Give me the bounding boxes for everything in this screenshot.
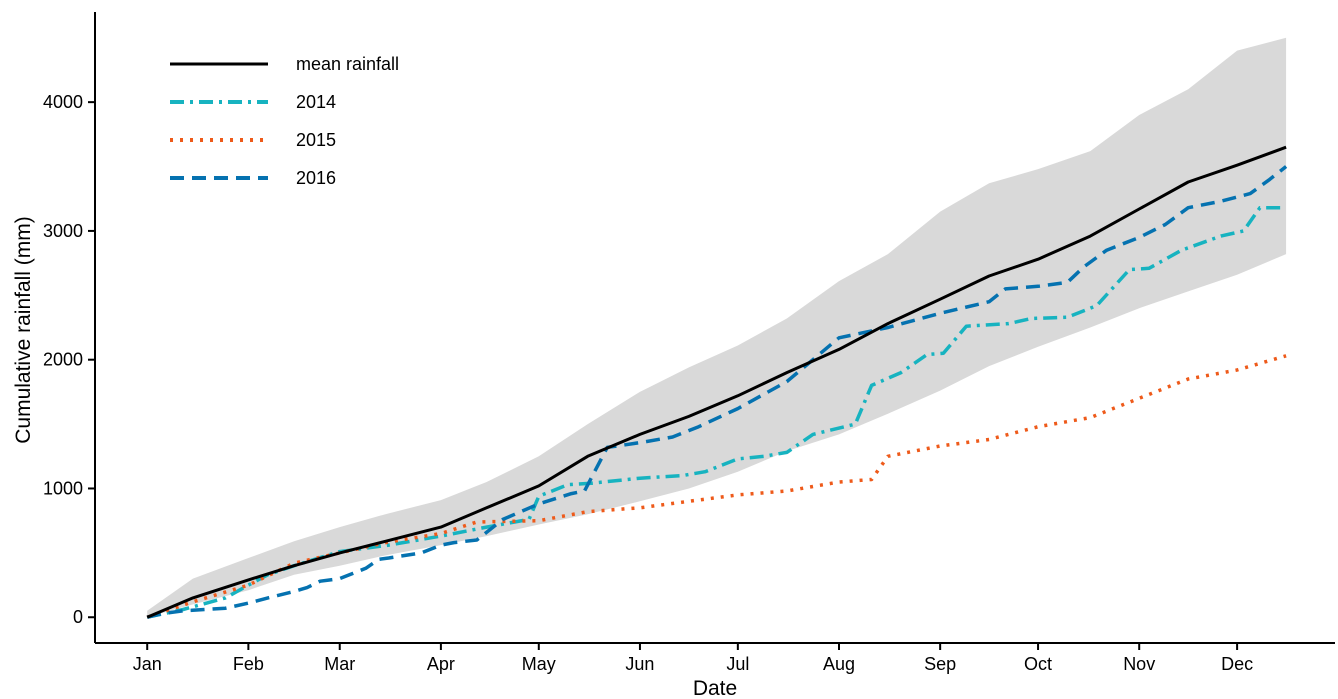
range-ribbon bbox=[147, 37, 1287, 618]
legend-label: 2015 bbox=[296, 130, 336, 150]
x-tick-label: Sep bbox=[924, 654, 956, 674]
legend-label: 2014 bbox=[296, 92, 336, 112]
y-axis: 0 1000 2000 3000 4000 bbox=[43, 12, 96, 643]
x-tick-label: Jan bbox=[133, 654, 162, 674]
x-tick-label: Oct bbox=[1024, 654, 1052, 674]
x-tick-label: May bbox=[522, 654, 556, 674]
x-tick-label: Jul bbox=[726, 654, 749, 674]
x-tick-label: Aug bbox=[823, 654, 855, 674]
x-tick-label: Jun bbox=[625, 654, 654, 674]
y-tick-label: 0 bbox=[73, 607, 83, 627]
x-axis: Jan Feb Mar Apr May Jun Jul Aug Sep Oct Nov Dec bbox=[95, 642, 1335, 674]
plot-area bbox=[146, 37, 1288, 619]
legend: mean rainfall 2014 2015 2016 bbox=[170, 54, 399, 188]
legend-label: mean rainfall bbox=[296, 54, 399, 74]
y-tick-label: 4000 bbox=[43, 92, 83, 112]
x-axis-title: Date bbox=[693, 677, 737, 699]
x-tick-label: Nov bbox=[1123, 654, 1155, 674]
x-tick-label: Feb bbox=[233, 654, 264, 674]
x-tick-label: Dec bbox=[1221, 654, 1253, 674]
y-tick-label: 3000 bbox=[43, 221, 83, 241]
x-tick-label: Apr bbox=[427, 654, 455, 674]
legend-label: 2016 bbox=[296, 168, 336, 188]
y-tick-label: 2000 bbox=[43, 350, 83, 370]
series-line-mean-rainfall bbox=[146, 145, 1287, 619]
y-tick-label: 1000 bbox=[43, 478, 83, 498]
x-tick-label: Mar bbox=[324, 654, 355, 674]
y-axis-title: Cumulative rainfall (mm) bbox=[12, 216, 35, 444]
